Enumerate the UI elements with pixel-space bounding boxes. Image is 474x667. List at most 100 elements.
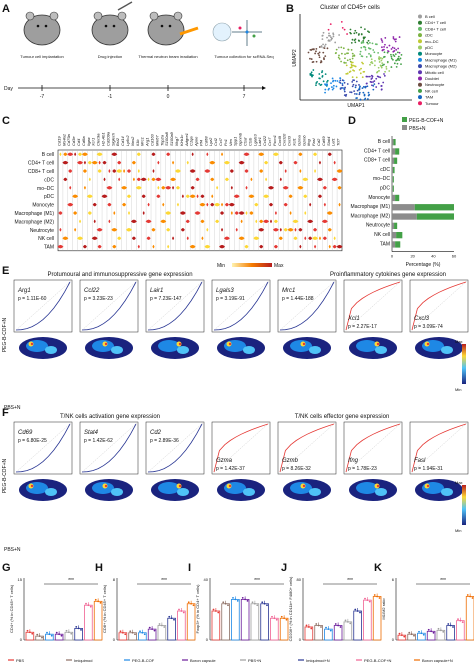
violin — [83, 186, 86, 190]
umap-point — [318, 54, 320, 57]
panel-label-e: E — [2, 265, 9, 277]
p-value: p = 1.42E-62 — [84, 438, 113, 444]
gene-name: Xcl1 — [347, 316, 360, 322]
umap-point — [381, 49, 384, 51]
umap-point — [363, 28, 366, 31]
p-value: p = 3.23E-23 — [84, 296, 113, 302]
violin — [317, 194, 322, 198]
umap-point — [381, 46, 383, 49]
y-axis-label: CD8+ (% in CD45+ T cells) — [102, 584, 107, 633]
violin — [327, 152, 332, 156]
umap-point — [368, 75, 371, 78]
violin — [289, 211, 292, 215]
data-point — [410, 633, 413, 636]
umap-point — [339, 77, 342, 80]
umap-point — [368, 41, 371, 44]
violin — [189, 169, 196, 173]
violin — [106, 186, 113, 190]
umap-blob — [224, 482, 246, 494]
violin — [77, 236, 84, 240]
data-point — [187, 601, 190, 604]
violin — [223, 236, 230, 240]
gene-label: Ccl2 — [213, 137, 218, 146]
umap-point — [349, 31, 352, 34]
violin — [127, 169, 131, 173]
violin — [337, 186, 342, 190]
umap-point — [363, 37, 366, 40]
panel-b: B Cluster of CD45+ cells UMAP2 UMAP1 B c… — [286, 3, 457, 109]
diagonal — [277, 421, 337, 475]
bar-peg — [392, 185, 394, 192]
y-max-tick: 15 — [18, 577, 23, 582]
violin — [248, 194, 255, 198]
umap-point — [353, 54, 356, 57]
umap-point — [338, 57, 341, 60]
y-max-tick: 40 — [204, 577, 209, 582]
violin — [77, 160, 84, 165]
gene-label: Ly6c2 — [125, 135, 130, 146]
tick-label: 0 — [391, 254, 394, 259]
data-point — [94, 598, 97, 601]
umap-point — [383, 63, 385, 66]
umap-blob — [177, 488, 189, 496]
data-point — [359, 611, 361, 614]
diagonal — [79, 279, 139, 333]
umap-hotspot — [228, 342, 232, 346]
umap-point — [310, 71, 313, 74]
violin — [273, 219, 278, 224]
umap-blob — [356, 340, 378, 352]
cell-type-label: mo–DC — [37, 186, 54, 192]
gene-label: Ms4a1 — [61, 134, 66, 146]
violin — [132, 177, 135, 182]
gene-label: Cd2 — [316, 138, 321, 146]
umap-point — [356, 89, 359, 92]
violin — [165, 186, 172, 190]
umap-point — [363, 70, 366, 73]
y-axis-label: Foxp3+ (% in CD4+ T cells) — [195, 584, 200, 634]
umap-point — [334, 52, 337, 55]
umap-point — [328, 32, 330, 35]
data-point — [134, 633, 136, 636]
umap-point — [334, 41, 337, 44]
violin — [284, 169, 287, 173]
umap-point — [377, 66, 380, 69]
violin — [282, 186, 289, 190]
violin — [179, 211, 186, 215]
p-value: p = 8.26E-32 — [282, 466, 311, 472]
umap-point — [398, 36, 401, 38]
umap-point — [346, 83, 349, 85]
violin — [170, 177, 177, 182]
umap-point — [380, 66, 383, 69]
violin — [166, 228, 171, 232]
f-title-right: T/NK cells effector gene expression — [295, 414, 390, 420]
umap-hotspot — [178, 342, 182, 346]
umap-point — [372, 81, 374, 83]
step-label: Tumour cell implantation — [20, 54, 63, 59]
group-bar — [250, 603, 260, 641]
data-point — [349, 622, 352, 625]
violin — [318, 236, 321, 240]
umap-point — [355, 76, 358, 79]
panel-label-d: D — [348, 115, 356, 127]
bar-peg — [396, 232, 403, 239]
significance-mark: *** — [68, 578, 74, 584]
data-point — [273, 617, 276, 620]
violin — [88, 177, 91, 182]
legend-dot — [418, 76, 422, 81]
data-point — [307, 626, 310, 628]
umap-point — [315, 47, 318, 50]
data-point — [378, 597, 381, 599]
data-point — [143, 633, 146, 636]
umap-point — [323, 45, 326, 48]
legend-dot — [418, 26, 422, 31]
violin — [103, 177, 106, 182]
umap-point — [326, 81, 328, 83]
umap-point — [360, 42, 363, 44]
data-point — [131, 631, 134, 634]
diagonal — [211, 279, 271, 333]
data-point — [315, 623, 318, 625]
umap-point — [318, 56, 321, 59]
data-point — [364, 597, 366, 600]
diagonal — [13, 279, 73, 333]
violin — [176, 202, 179, 207]
